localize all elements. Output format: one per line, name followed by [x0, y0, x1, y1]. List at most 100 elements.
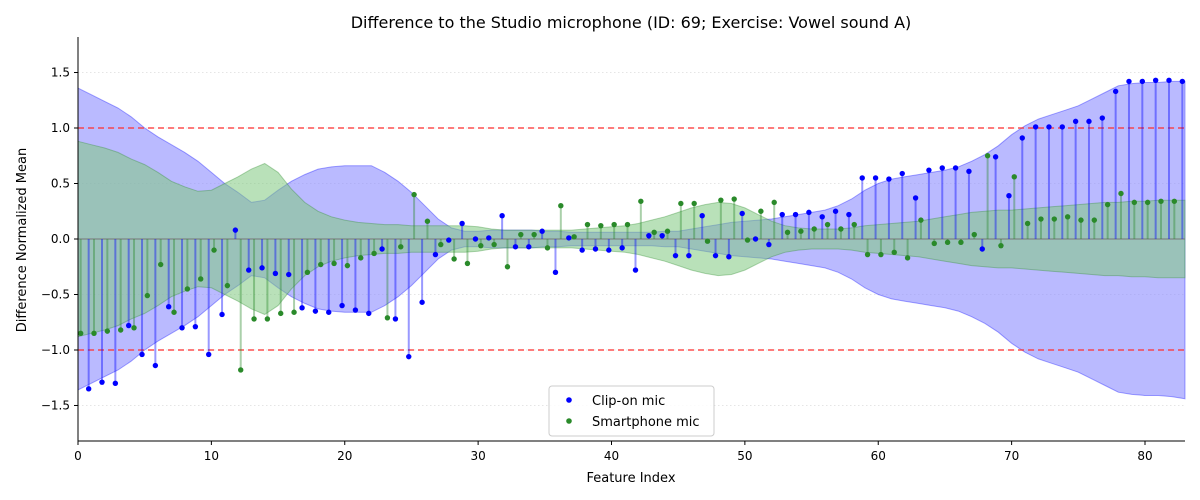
clip-on-point [926, 167, 932, 173]
clip-on-point [912, 195, 919, 201]
x-tick-label: 60 [871, 449, 886, 463]
clip-on-point [152, 362, 159, 369]
clip-on-point [979, 246, 985, 252]
chart-title: Difference to the Studio microphone (ID:… [351, 13, 912, 32]
clip-on-point [566, 235, 572, 241]
smartphone-point [691, 200, 697, 207]
clip-on-point [286, 271, 292, 278]
clip-on-point [1166, 77, 1172, 83]
clip-on-point [712, 252, 719, 259]
legend: Clip-on mic Smartphone mic [548, 385, 715, 437]
clip-on-point [1032, 124, 1039, 130]
smartphone-point [664, 228, 671, 234]
clip-on-point [379, 246, 385, 252]
legend-label-clip-on: Clip-on mic [592, 394, 665, 409]
smartphone-point [264, 316, 271, 322]
smartphone-point [731, 196, 737, 202]
clip-on-point [1112, 88, 1119, 95]
smartphone-point [104, 328, 111, 334]
smartphone-point [1064, 214, 1071, 220]
smartphone-point [1131, 199, 1138, 206]
clip-on-point [539, 228, 545, 234]
smartphone-point [491, 241, 497, 248]
smartphone-point [464, 260, 471, 267]
y-tick-label: 0.0 [51, 232, 70, 246]
smartphone-point [1078, 217, 1084, 223]
clip-on-point [1086, 118, 1092, 125]
clip-on-point [619, 245, 625, 251]
smartphone-point [944, 239, 951, 246]
smartphone-point [811, 226, 817, 232]
smartphone-point [638, 198, 644, 204]
clip-on-point [139, 351, 145, 358]
smartphone-point [1158, 198, 1164, 204]
smartphone-point [117, 327, 124, 333]
clip-on-point [699, 212, 705, 219]
x-tick-label: 70 [1004, 449, 1019, 463]
smartphone-point [918, 217, 924, 223]
clip-on-point [326, 309, 332, 315]
clip-on-point [219, 311, 225, 318]
smartphone-point [1104, 201, 1111, 208]
threshold-lines [78, 127, 1185, 351]
smartphone-point [958, 239, 964, 246]
clip-on-point [1099, 115, 1106, 121]
x-tick-label: 40 [604, 449, 619, 463]
smartphone-point [598, 222, 604, 229]
smartphone-point [584, 221, 591, 228]
smartphone-point [784, 229, 791, 236]
clip-on-point [552, 269, 559, 275]
smartphone-point [704, 238, 711, 244]
data-points [77, 77, 1186, 392]
smartphone-point [1051, 216, 1057, 222]
clip-on-point [606, 247, 612, 253]
clip-on-point [392, 316, 399, 322]
clip-on-point [432, 251, 439, 258]
smartphone-point [864, 251, 871, 258]
smartphone-point [504, 264, 511, 270]
legend-marker-clip-on [566, 397, 572, 403]
clip-on-point [739, 210, 745, 217]
clip-on-point [312, 308, 319, 314]
smartphone-point [891, 249, 897, 256]
clip-on-point [886, 176, 892, 182]
clip-on-point [419, 299, 425, 305]
clip-on-point [1006, 193, 1012, 199]
smartphone-point [224, 282, 231, 289]
y-tick-label: −1.0 [41, 343, 70, 357]
ticks: 0 10 20 30 40 50 60 70 80 −1.5 −1.0 −0.5 0.0 0.5 1.0 1.… [41, 66, 1153, 463]
clip-on-point [232, 227, 239, 233]
smartphone-point [1024, 220, 1031, 227]
clip-on-point [352, 307, 359, 313]
smartphone-point [144, 292, 151, 299]
smartphone-point [838, 226, 844, 232]
y-tick-label: 1.0 [51, 121, 70, 135]
smartphone-point [904, 255, 911, 261]
clip-on-point [165, 304, 172, 310]
clip-on-point [179, 325, 185, 331]
smartphone-point [651, 229, 657, 236]
smartphone-point [878, 251, 884, 258]
y-tick-label: −1.5 [41, 398, 70, 412]
smartphone-point [798, 228, 804, 234]
smartphone-point [571, 234, 577, 240]
smartphone-point [478, 242, 484, 249]
smartphone-point [1011, 174, 1017, 180]
clip-on-point [672, 252, 679, 259]
clip-on-point [659, 232, 665, 239]
smartphone-point [998, 242, 1004, 249]
smartphone-point [304, 269, 311, 275]
clip-on-point [792, 211, 799, 218]
clip-on-point [966, 168, 972, 174]
x-tick-label: 10 [204, 449, 219, 463]
clip-on-point [112, 380, 119, 386]
legend-label-smartphone: Smartphone mic [592, 415, 700, 430]
clip-on-point [459, 220, 465, 227]
clip-on-point [952, 165, 959, 171]
x-tick-label: 20 [337, 449, 352, 463]
clip-on-point [499, 212, 505, 219]
clip-on-point [859, 175, 865, 181]
y-tick-label: 0.5 [51, 177, 70, 191]
smartphone-point [931, 240, 937, 247]
